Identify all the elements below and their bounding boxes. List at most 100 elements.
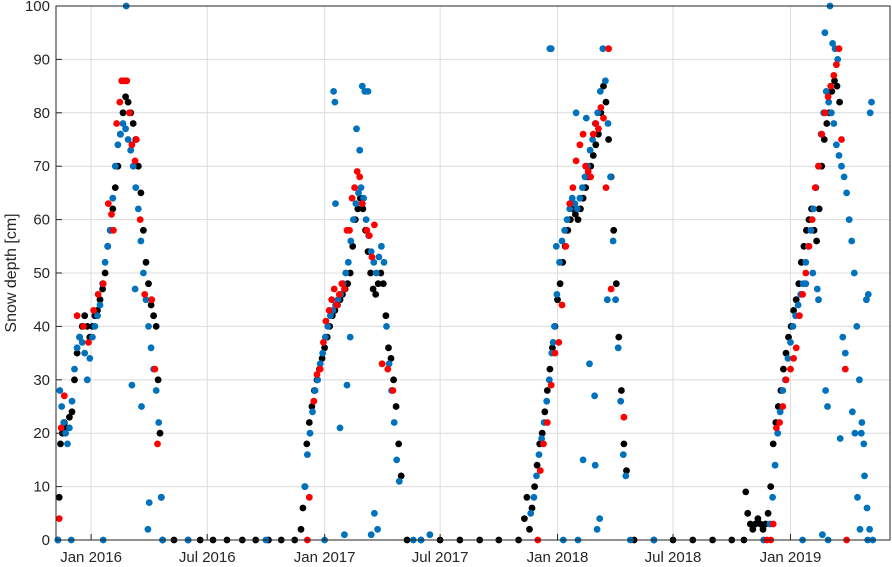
data-point: [71, 365, 78, 373]
data-point: [813, 285, 821, 293]
data-point: [605, 136, 612, 143]
data-point: [815, 162, 822, 170]
data-point: [784, 355, 792, 362]
y-tick-label: 10: [33, 479, 50, 496]
data-point: [319, 349, 327, 357]
data-point: [331, 98, 339, 106]
data-point: [122, 125, 129, 133]
data-point: [330, 285, 338, 293]
data-point: [845, 216, 853, 224]
data-point: [57, 440, 64, 448]
data-point: [825, 98, 833, 106]
y-axis-label: Snow depth [cm]: [3, 213, 20, 332]
data-point: [378, 242, 385, 250]
data-point: [156, 429, 164, 437]
data-point: [127, 146, 135, 154]
data-point: [71, 376, 78, 384]
data-point: [599, 45, 607, 53]
data-point: [614, 344, 622, 352]
data-point: [549, 344, 556, 352]
data-point: [372, 291, 380, 298]
data-point: [344, 258, 352, 266]
data-point: [60, 419, 68, 426]
data-point: [574, 216, 582, 224]
data-point: [547, 381, 555, 389]
data-point: [528, 504, 536, 512]
y-tick-label: 90: [33, 51, 50, 68]
data-point: [128, 141, 136, 149]
data-point: [318, 355, 326, 362]
data-point: [589, 152, 597, 159]
data-point: [858, 419, 866, 426]
data-point: [603, 296, 611, 304]
data-point: [568, 194, 576, 202]
data-point: [794, 301, 802, 309]
data-point: [56, 387, 64, 394]
data-point: [596, 515, 604, 522]
data-point: [849, 408, 856, 416]
data-point: [787, 339, 794, 346]
data-point: [364, 88, 372, 95]
data-point: [147, 301, 155, 309]
data-point: [773, 424, 780, 432]
data-point: [385, 360, 393, 368]
data-point: [552, 242, 560, 250]
data-point: [134, 162, 142, 170]
data-point: [370, 258, 378, 266]
data-point: [815, 205, 823, 213]
data-point: [618, 387, 625, 394]
data-point: [128, 381, 136, 389]
y-axis-ticks: 0 10 20 30 40 50 60 70 80 90 100: [25, 0, 62, 549]
data-point: [582, 162, 589, 170]
data-point: [789, 323, 797, 330]
data-point: [555, 339, 563, 346]
data-point: [863, 504, 871, 512]
data-point: [365, 232, 373, 240]
data-point: [390, 376, 397, 384]
data-point: [607, 173, 614, 181]
data-point: [610, 226, 618, 234]
data-point: [586, 146, 594, 154]
data-point: [154, 440, 161, 448]
data-point: [782, 376, 790, 384]
data-point: [823, 120, 831, 127]
y-tick-label: 0: [42, 532, 50, 549]
data-point: [91, 323, 99, 330]
data-point: [58, 403, 66, 410]
data-point: [327, 312, 334, 320]
data-point: [853, 323, 861, 330]
data-point: [780, 365, 787, 373]
data-point: [571, 200, 579, 208]
data-point: [779, 403, 787, 410]
data-point: [338, 280, 346, 288]
data-point: [334, 296, 342, 304]
data-point: [759, 525, 767, 533]
data-point: [119, 120, 127, 127]
data-point: [57, 424, 65, 432]
data-point: [64, 440, 71, 448]
data-point: [383, 323, 390, 330]
data-point: [545, 376, 553, 384]
data-point: [589, 136, 596, 143]
data-point: [857, 429, 865, 437]
data-point: [66, 413, 73, 421]
data-point: [551, 349, 559, 357]
data-point: [531, 483, 538, 490]
data-point: [767, 483, 775, 490]
data-point: [594, 109, 602, 117]
data-point: [352, 200, 360, 208]
data-point: [850, 269, 858, 277]
data-point: [562, 242, 570, 250]
data-point: [114, 141, 122, 149]
data-point: [68, 408, 76, 416]
data-point: [129, 162, 137, 170]
data-point: [792, 344, 800, 352]
data-point: [843, 189, 850, 197]
data-point: [827, 109, 835, 117]
data-point: [332, 200, 339, 208]
data-point: [811, 184, 819, 192]
data-point: [131, 157, 139, 165]
y-tick-label: 70: [33, 158, 50, 175]
data-point: [350, 216, 357, 224]
